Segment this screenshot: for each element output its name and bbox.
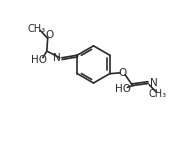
Text: HO: HO	[115, 84, 131, 94]
Text: CH₃: CH₃	[149, 89, 167, 99]
Text: N: N	[150, 79, 158, 89]
Text: O: O	[45, 30, 53, 40]
Text: N: N	[53, 53, 60, 63]
Text: CH₃: CH₃	[28, 24, 46, 34]
Text: O: O	[119, 68, 127, 78]
Text: HO: HO	[31, 54, 47, 64]
